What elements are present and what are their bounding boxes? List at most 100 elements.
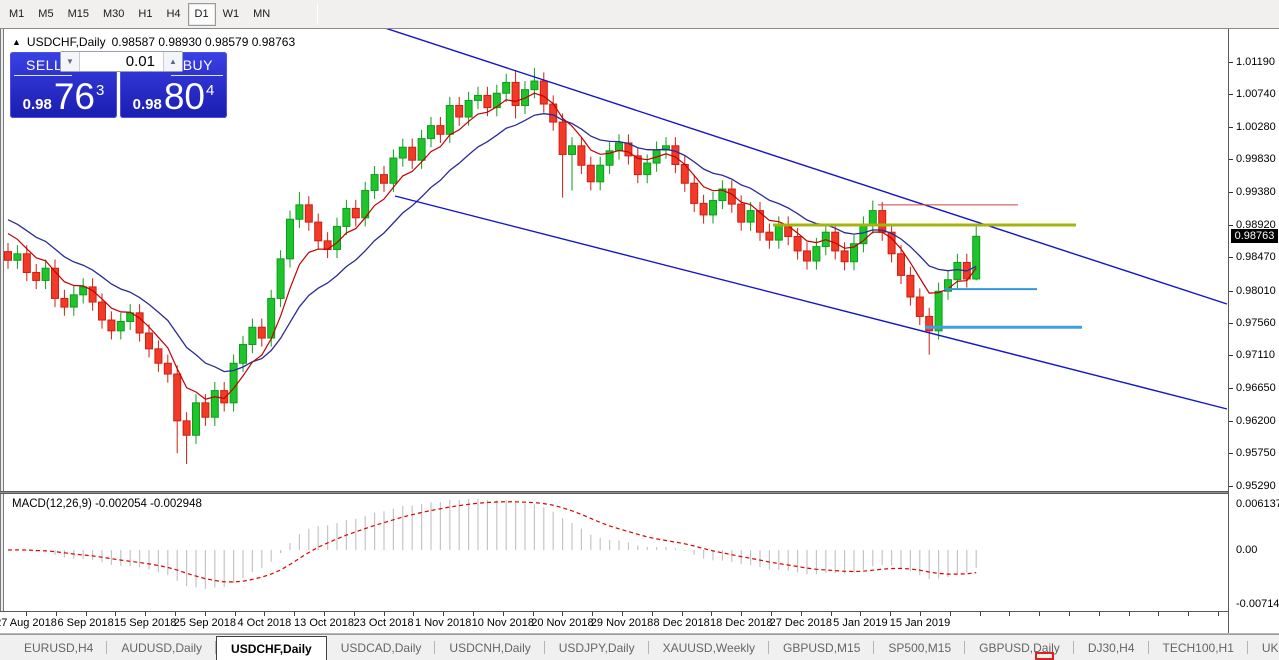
date-tick-mark xyxy=(562,612,564,616)
price-tick-mark xyxy=(1229,61,1233,63)
date-tick-mark xyxy=(26,612,27,616)
price-tick-mark xyxy=(1229,93,1233,95)
lot-size-input[interactable] xyxy=(80,52,163,71)
lot-increase-button[interactable]: ▲ xyxy=(163,52,182,71)
lot-decrease-button[interactable]: ▼ xyxy=(61,52,80,71)
timeframe-button-m30[interactable]: M30 xyxy=(102,8,125,20)
date-tick-mark xyxy=(115,612,117,616)
date-tick-mark xyxy=(622,612,623,616)
price-tick-label: 0.97560 xyxy=(1236,316,1276,329)
date-tick-label: 15 Sep 2018 xyxy=(113,617,177,629)
chart-tab-xauusd-weekly[interactable]: XAUUSD,Weekly xyxy=(649,635,770,660)
price-tick-mark xyxy=(1229,388,1233,390)
chart-tab-ukoil-h1[interactable]: UKOil,H1 xyxy=(1261,640,1279,655)
price-tick-mark xyxy=(1229,355,1233,357)
date-tick-label: 10 Nov 2018 xyxy=(471,617,534,629)
price-tick-mark xyxy=(1229,159,1233,161)
sell-price-pip: 3 xyxy=(96,82,105,99)
chart-title: ▲ USDCHF,Daily 0.98587 0.98930 0.98579 0… xyxy=(12,35,295,49)
timeframe-toolbar: M1 M5 M15 M30 H1 H4 D1 W1 MN xyxy=(0,0,1279,29)
date-tick-label: 23 Oct 2018 xyxy=(353,617,414,629)
macd-axis-label: 0.00 xyxy=(1236,544,1258,556)
chart-tab-usdchf-daily[interactable]: USDCHF,Daily xyxy=(216,636,327,660)
date-tick-label: 27 Dec 2018 xyxy=(769,617,832,629)
price-tick-mark xyxy=(1229,257,1233,259)
price-tick-label: 1.01190 xyxy=(1236,55,1275,68)
buy-price-prefix: 0.98 xyxy=(132,96,162,113)
sell-underline xyxy=(14,75,72,76)
timeframe-button-d1[interactable]: D1 xyxy=(187,2,216,26)
date-tick-mark xyxy=(800,612,802,616)
chart-tab-gbpusd-daily[interactable]: GBPUSD,Daily xyxy=(965,635,1074,660)
timeframe-button-h4[interactable]: H4 xyxy=(166,8,181,20)
date-tick-label: 29 Nov 2018 xyxy=(590,617,654,629)
tab-divider xyxy=(434,641,436,654)
candlestick-canvas[interactable] xyxy=(4,29,1228,491)
chart-tab-usdjpy-daily[interactable]: USDJPY,Daily xyxy=(545,635,649,660)
window-left-frame xyxy=(0,29,4,633)
date-tick-label: 5 Jan 2019 xyxy=(833,617,888,629)
buy-price-big: 80 xyxy=(163,76,205,117)
chart-tab-usdcnh-daily[interactable]: USDCNH,Daily xyxy=(435,635,545,660)
sell-price-big: 76 xyxy=(53,76,95,117)
macd-canvas[interactable] xyxy=(4,494,1228,611)
timeframe-button-m15[interactable]: M15 xyxy=(67,8,89,20)
toolbar-divider xyxy=(317,3,319,25)
collapse-triangle-icon[interactable]: ▲ xyxy=(12,37,21,47)
chart-tab-dj30-h4[interactable]: DJ30,H4 xyxy=(1074,635,1149,660)
chart-tab-tech100-h1[interactable]: TECH100,H1 xyxy=(1149,635,1248,660)
price-tick-mark xyxy=(1229,453,1233,455)
date-tick-mark xyxy=(1009,612,1011,616)
timeframe-button-mn[interactable]: MN xyxy=(253,8,271,20)
chart-tab-audusd-daily[interactable]: AUDUSD,Daily xyxy=(107,635,217,660)
tab-divider xyxy=(1147,641,1149,654)
timeframe-button-w1[interactable]: W1 xyxy=(222,8,240,20)
tab-divider xyxy=(543,641,545,654)
chart-tab-eurusd-h4[interactable]: EURUSD,H4 xyxy=(10,635,108,660)
timeframe-button-m1[interactable]: M1 xyxy=(9,8,25,20)
tab-divider xyxy=(964,641,966,654)
date-tick-mark xyxy=(502,612,504,616)
date-axis[interactable]: 27 Aug 2018 6 Sep 2018 15 Sep 2018 25 Sep 2… xyxy=(0,612,1228,633)
buy-price: 0.98 80 4 xyxy=(120,76,227,117)
date-tick-label: 6 Sep 2018 xyxy=(57,617,114,629)
date-tick-mark xyxy=(473,612,474,616)
date-tick-mark xyxy=(592,612,594,616)
macd-indicator-label: MACD(12,26,9) -0.002054 -0.002948 xyxy=(12,498,202,510)
price-tick-mark xyxy=(1229,322,1233,324)
date-tick-mark xyxy=(1158,612,1160,616)
tab-divider xyxy=(873,641,875,654)
date-tick-mark xyxy=(55,612,57,616)
date-tick-label: 15 Jan 2019 xyxy=(889,617,951,629)
chart-tab-gbpusd-m15[interactable]: GBPUSD,M15 xyxy=(769,635,875,660)
chart-tab-usdcad-daily[interactable]: USDCAD,Daily xyxy=(327,635,436,660)
buy-label: BUY xyxy=(182,57,213,73)
date-tick-mark xyxy=(1069,612,1070,616)
sell-label: SELL xyxy=(26,57,63,73)
price-axis[interactable]: 1.01190 1.00740 1.00280 0.99830 0.99380 0.989… xyxy=(1229,29,1279,633)
date-tick-label: 27 Aug 2018 xyxy=(0,617,57,629)
sell-price: 0.98 76 3 xyxy=(10,76,117,117)
date-tick-mark xyxy=(1039,612,1041,616)
date-tick-mark xyxy=(741,612,743,616)
price-tick-mark xyxy=(1229,420,1233,422)
chart-tab-sp500-m15[interactable]: SP500,M15 xyxy=(874,635,966,660)
date-tick-mark xyxy=(175,612,176,616)
tab-divider xyxy=(106,641,108,654)
buy-price-pip: 4 xyxy=(206,82,215,99)
buy-underline xyxy=(171,75,223,76)
date-tick-mark xyxy=(1188,612,1190,616)
date-tick-mark xyxy=(324,612,325,616)
price-tick-label: 0.96200 xyxy=(1236,414,1276,427)
panel-divider[interactable] xyxy=(0,491,1279,494)
date-axis-separator xyxy=(0,633,1279,634)
macd-panel[interactable] xyxy=(4,494,1228,611)
chart-ohlc-values: 0.98587 0.98930 0.98579 0.98763 xyxy=(111,35,296,49)
price-tick-label: 0.98470 xyxy=(1236,251,1276,264)
one-click-trading-panel: SELL 0.98 76 3 BUY 0.98 80 4 ▼ ▲ xyxy=(10,51,227,118)
date-tick-mark xyxy=(85,612,87,616)
timeframe-button-h1[interactable]: H1 xyxy=(138,8,153,20)
price-tick-label: 0.98920 xyxy=(1236,219,1276,231)
date-tick-mark xyxy=(949,612,951,616)
timeframe-button-m5[interactable]: M5 xyxy=(38,8,54,20)
